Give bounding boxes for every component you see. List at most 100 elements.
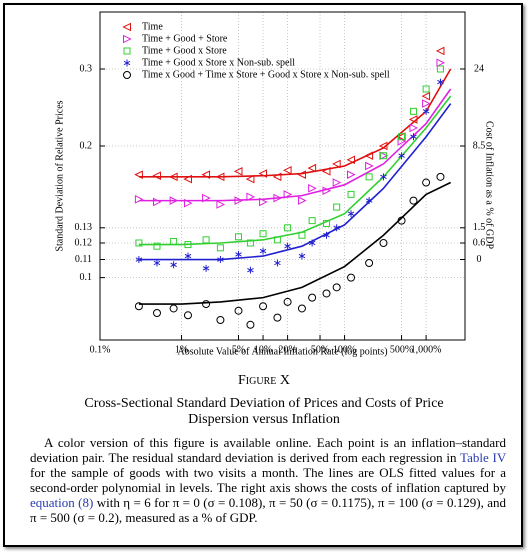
- data-point: [216, 200, 226, 209]
- data-point: [135, 239, 143, 247]
- data-point: [274, 259, 281, 267]
- legend-marker: [123, 47, 131, 55]
- legend-label: Time: [142, 21, 163, 32]
- data-point: [398, 133, 406, 141]
- data-point: [297, 170, 306, 179]
- legend-marker: [123, 71, 131, 79]
- fit-line: [138, 88, 452, 202]
- data-point: [259, 302, 268, 311]
- data-point: [410, 133, 417, 141]
- data-point: [184, 252, 192, 260]
- data-point: [284, 242, 291, 250]
- data-point: [332, 283, 341, 292]
- caption-title: Cross-Sectional Standard Deviation of Pr…: [84, 396, 444, 427]
- data-point: [202, 236, 210, 244]
- caption-body: A color version of this figure is availa…: [30, 435, 506, 525]
- data-point: [347, 190, 355, 198]
- data-point: [347, 170, 356, 179]
- legend-marker: [123, 34, 132, 44]
- x-tick-label: 1%: [175, 344, 188, 355]
- data-point: [422, 107, 430, 115]
- x-axis-label: Absolute Value of Annual Inflation Rate …: [177, 346, 387, 357]
- data-point: [332, 159, 341, 169]
- data-point: [202, 264, 210, 272]
- fit-line: [138, 68, 452, 178]
- data-point: [152, 309, 161, 318]
- data-point: [183, 311, 192, 320]
- data-point: [436, 58, 446, 68]
- legend-label: Time x Good + Time x Store + Good x Stor…: [142, 69, 390, 80]
- data-point: [409, 196, 418, 205]
- table-link[interactable]: Table IV: [460, 450, 506, 465]
- fit-line: [138, 181, 451, 305]
- y2-axis-label: Cost of Inflation as a % of GDP: [484, 121, 495, 249]
- data-point: [396, 132, 406, 142]
- x-tick-label: 1,000%: [411, 344, 442, 355]
- data-point: [379, 152, 387, 160]
- data-point: [379, 151, 389, 161]
- data-point: [245, 174, 255, 184]
- data-point: [284, 224, 292, 232]
- data-point: [134, 302, 143, 311]
- data-point: [435, 46, 445, 56]
- y2-tick-label: 24: [474, 63, 484, 74]
- data-point: [169, 304, 178, 313]
- x-tick-label: 500%: [390, 344, 413, 355]
- data-point: [347, 273, 356, 282]
- data-point: [233, 167, 243, 176]
- data-point: [298, 252, 306, 260]
- x-tick-label: 50%: [311, 344, 329, 355]
- data-point: [283, 190, 293, 199]
- data-point: [409, 123, 419, 133]
- caption-text: A color version of this figure is availa…: [30, 435, 506, 465]
- legend-label: Time + Good x Store: [142, 45, 227, 56]
- legend-label: Time + Good x Store x Non-sub. spell: [142, 57, 295, 68]
- data-point: [347, 210, 355, 218]
- data-point: [422, 178, 431, 187]
- x-tick-label: 10%: [254, 344, 272, 355]
- data-point: [379, 238, 388, 247]
- data-point: [246, 320, 255, 329]
- legend-label: Time + Good + Store: [142, 33, 228, 44]
- y-axis-label: Standard Deviation of Relative Prices: [54, 100, 65, 251]
- data-point: [216, 244, 224, 252]
- x-tick-label: 100%: [333, 344, 356, 355]
- x-tick-label: 0.1%: [90, 344, 111, 355]
- caption-text: for the sample of goods with two visits …: [30, 465, 506, 495]
- y2-tick-label: 8.5: [473, 140, 486, 151]
- legend-marker: [123, 59, 131, 67]
- equation-link[interactable]: equation (8): [30, 495, 94, 510]
- fit-line: [138, 103, 452, 261]
- data-point: [246, 192, 256, 202]
- data-point: [152, 171, 161, 181]
- data-point: [422, 99, 431, 108]
- plot-frame: [99, 11, 466, 341]
- y-tick-label: 0.3: [80, 63, 93, 74]
- data-point: [297, 196, 307, 205]
- y2-tick-label: 1.5: [473, 222, 486, 233]
- y-tick-label: 0.1: [80, 272, 93, 283]
- data-point: [436, 65, 444, 73]
- data-point: [235, 233, 243, 241]
- legend-marker: [122, 22, 131, 32]
- y2-tick-label: 0.6: [473, 237, 486, 248]
- data-point: [202, 300, 211, 309]
- caption-text: with η = 6 for π = 0 (σ = 0.108), π = 50…: [30, 495, 507, 525]
- data-point: [153, 242, 161, 250]
- data-point: [247, 266, 254, 274]
- x-tick-label: 5%: [232, 344, 245, 355]
- data-point: [422, 85, 430, 93]
- data-point: [421, 91, 431, 101]
- data-point: [234, 306, 243, 315]
- data-point: [365, 259, 374, 268]
- data-point: [365, 161, 374, 171]
- y-tick-label: 0.13: [75, 222, 93, 233]
- data-point: [259, 247, 267, 255]
- data-point: [409, 107, 417, 115]
- data-point: [283, 297, 292, 306]
- data-point: [365, 173, 373, 181]
- y2-tick-label: 0: [477, 254, 482, 265]
- y-tick-label: 0.2: [80, 140, 93, 151]
- data-point: [398, 152, 405, 160]
- data-point: [235, 250, 242, 258]
